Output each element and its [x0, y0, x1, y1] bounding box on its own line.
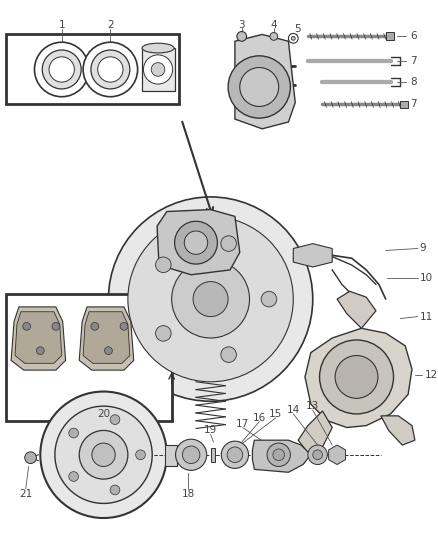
Text: 15: 15	[268, 409, 282, 419]
Polygon shape	[380, 416, 414, 445]
Circle shape	[184, 231, 207, 254]
Circle shape	[174, 221, 217, 264]
Text: 16: 16	[252, 413, 265, 423]
Text: 1: 1	[58, 20, 65, 30]
Bar	[165, 445, 176, 466]
Text: 18: 18	[181, 489, 194, 499]
Text: 12: 12	[424, 370, 437, 380]
Circle shape	[52, 322, 60, 330]
Circle shape	[291, 36, 295, 41]
Bar	[6, 35, 179, 104]
Circle shape	[42, 50, 81, 89]
Circle shape	[307, 445, 327, 464]
Polygon shape	[83, 312, 130, 364]
Circle shape	[272, 449, 284, 461]
Text: 4: 4	[270, 20, 276, 30]
Text: 7: 7	[409, 56, 416, 66]
Circle shape	[319, 340, 392, 414]
Circle shape	[226, 447, 242, 463]
Circle shape	[49, 57, 74, 82]
Text: 6: 6	[409, 31, 416, 42]
Text: 20: 20	[97, 409, 110, 419]
Circle shape	[261, 292, 276, 307]
Text: 7: 7	[409, 100, 416, 109]
Text: 3: 3	[238, 20, 244, 30]
Bar	[210, 448, 215, 462]
Polygon shape	[304, 328, 411, 427]
Circle shape	[239, 68, 278, 107]
Circle shape	[312, 450, 322, 459]
Circle shape	[108, 197, 312, 401]
Circle shape	[221, 441, 248, 469]
Circle shape	[237, 31, 246, 41]
Circle shape	[79, 431, 127, 479]
Circle shape	[120, 322, 127, 330]
Text: 21: 21	[19, 489, 32, 499]
Circle shape	[269, 33, 277, 41]
Circle shape	[69, 472, 78, 481]
Polygon shape	[297, 411, 332, 453]
Circle shape	[334, 356, 377, 398]
Polygon shape	[336, 292, 375, 328]
Text: 5: 5	[293, 23, 300, 34]
Circle shape	[266, 443, 290, 466]
Polygon shape	[11, 307, 65, 370]
Polygon shape	[79, 307, 134, 370]
Text: 14: 14	[286, 405, 299, 415]
Polygon shape	[157, 209, 239, 275]
Circle shape	[25, 452, 36, 464]
Text: 13: 13	[305, 401, 319, 411]
Circle shape	[110, 415, 120, 424]
Polygon shape	[234, 35, 295, 129]
Circle shape	[69, 428, 78, 438]
Polygon shape	[252, 440, 310, 472]
Text: 22: 22	[80, 429, 93, 438]
Circle shape	[220, 347, 236, 362]
Ellipse shape	[141, 43, 174, 53]
Circle shape	[171, 260, 249, 338]
Text: 11: 11	[419, 312, 432, 321]
Circle shape	[143, 55, 172, 84]
Text: 2: 2	[107, 20, 113, 30]
Circle shape	[182, 446, 199, 464]
Circle shape	[288, 34, 297, 43]
Circle shape	[175, 439, 206, 470]
Circle shape	[98, 57, 123, 82]
Circle shape	[83, 42, 137, 96]
Circle shape	[40, 392, 166, 518]
Circle shape	[127, 216, 293, 382]
Text: 19: 19	[204, 425, 217, 435]
Circle shape	[92, 443, 115, 466]
Circle shape	[228, 56, 290, 118]
Circle shape	[155, 257, 171, 272]
Text: 17: 17	[236, 418, 249, 429]
Bar	[6, 294, 171, 421]
Text: 9: 9	[419, 244, 425, 254]
Circle shape	[155, 326, 171, 341]
Circle shape	[110, 485, 120, 495]
Bar	[385, 33, 392, 41]
Text: 8: 8	[409, 77, 416, 87]
Circle shape	[104, 347, 112, 354]
Bar	[399, 101, 407, 108]
Circle shape	[220, 236, 236, 252]
Circle shape	[23, 322, 31, 330]
Text: 10: 10	[419, 273, 432, 282]
Circle shape	[91, 50, 130, 89]
Bar	[142, 48, 174, 91]
Circle shape	[36, 347, 44, 354]
Circle shape	[151, 63, 165, 76]
Polygon shape	[15, 312, 62, 364]
Circle shape	[35, 42, 89, 96]
Circle shape	[193, 281, 228, 317]
Polygon shape	[328, 445, 345, 464]
Circle shape	[55, 406, 152, 504]
Polygon shape	[293, 244, 332, 267]
Circle shape	[91, 322, 99, 330]
Circle shape	[135, 450, 145, 459]
